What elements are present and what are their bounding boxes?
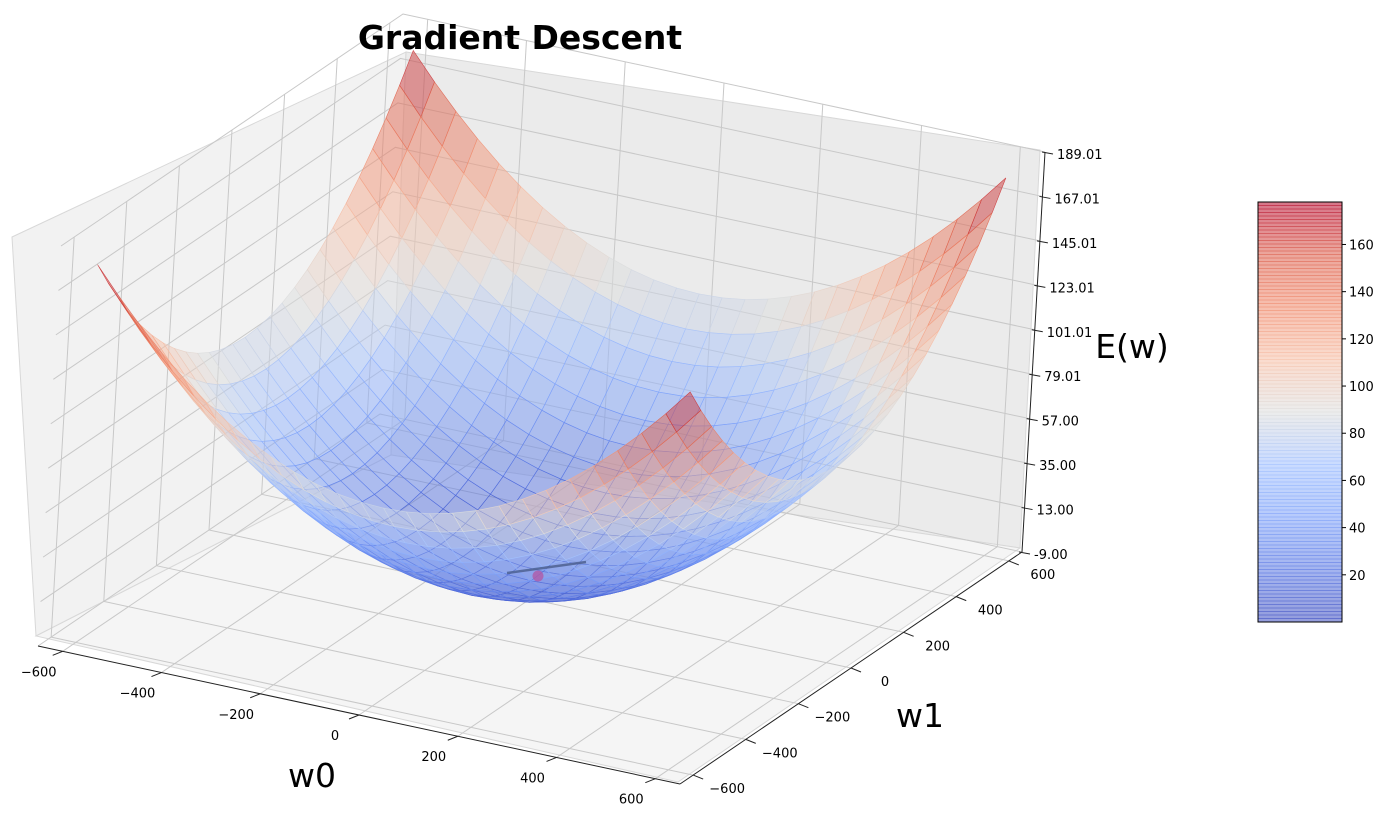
y-axis-ticks: −600 −400 −200 0 200 400 600 (692, 560, 1055, 797)
y-tick-label: 600 (1030, 568, 1055, 583)
z-tick-label: 123.01 (1049, 281, 1095, 296)
colorbar-tick-label: 100 (1349, 380, 1374, 395)
z-tick-mark (1026, 418, 1038, 422)
colorbar-tick-label: 120 (1349, 333, 1374, 348)
z-tick-label: 167.01 (1054, 192, 1100, 207)
y-tick-mark (692, 774, 704, 780)
z-tick-label: 13.00 (1037, 504, 1074, 519)
colorbar-tick-label: 160 (1349, 238, 1374, 253)
z-grid-line (58, 57, 1043, 291)
z-tick-label: 79.01 (1044, 370, 1081, 385)
z-tick-mark (1034, 284, 1046, 288)
chart-title: Gradient Descent (358, 18, 683, 57)
floor-grid-line-w0 (655, 546, 998, 780)
x-tick-label: 600 (619, 793, 644, 808)
descent-end-marker (532, 570, 544, 582)
colorbar-frame (1257, 201, 1343, 623)
x-tick-mark (52, 650, 63, 656)
x-tick-label: 0 (331, 729, 339, 744)
side-grid-line-w1 (208, 129, 233, 531)
x-tick-label: 200 (421, 750, 446, 765)
y-tick-mark (745, 738, 756, 744)
y-tick-label: 0 (881, 675, 889, 690)
colorbar-tick-label: 20 (1349, 569, 1366, 584)
colorbar-tick-label: 60 (1349, 474, 1366, 489)
error-surface (97, 49, 1007, 603)
y-tick-label: −400 (762, 746, 798, 761)
z-tick-label: 189.01 (1057, 148, 1103, 163)
z-tick-mark (1036, 240, 1048, 244)
back-grid-line-w0 (996, 146, 1021, 547)
floor-pane (34, 454, 1022, 783)
z-tick-mark (1021, 507, 1033, 511)
colorbar-tick-label: 40 (1349, 522, 1366, 537)
z-grid-line (60, 13, 1046, 247)
z-tick-mark (1031, 329, 1043, 333)
x-tick-mark (546, 756, 557, 762)
colorbar-ticks: 20 40 60 80 100 120 140 160 (1342, 238, 1374, 584)
colorbar-tick-label: 140 (1349, 286, 1374, 301)
descent-path (506, 560, 587, 582)
z-axis-ticks: -9.00 13.00 35.00 57.00 79.01 101.01 123.01 145… (1018, 148, 1103, 563)
x-axis-ticks: −600 −400 −200 0 200 400 600 (21, 650, 656, 808)
side-grid-line-w1 (103, 201, 128, 602)
x-tick-label: 400 (520, 771, 545, 786)
side-grid-line-w1 (50, 237, 75, 638)
x-tick-label: −600 (21, 665, 57, 680)
x-tick-mark (250, 693, 261, 699)
z-tick-label: 35.00 (1039, 459, 1076, 474)
z-tick-mark (1039, 195, 1051, 199)
x-axis-label: w0 (288, 756, 336, 795)
z-axis-label: E(w) (1095, 327, 1169, 366)
descent-path-line (506, 560, 587, 575)
y-tick-label: −200 (815, 711, 851, 726)
y-tick-label: 200 (925, 639, 950, 654)
z-axis-line (1021, 151, 1046, 553)
x-tick-mark (151, 672, 162, 678)
z-tick-mark (1041, 151, 1054, 155)
x-tick-mark (447, 735, 458, 741)
x-tick-label: −200 (218, 708, 254, 723)
y-tick-mark (798, 703, 809, 709)
z-tick-label: 145.01 (1052, 237, 1098, 252)
y-tick-mark (1008, 560, 1020, 566)
surface-cell (665, 391, 702, 433)
x-tick-label: −400 (120, 687, 156, 702)
y-axis-label: w1 (896, 696, 944, 735)
x-tick-mark (348, 714, 360, 720)
z-tick-mark (1018, 551, 1031, 555)
z-tick-label: -9.00 (1034, 548, 1068, 563)
y-tick-mark (956, 596, 967, 602)
colorbar-bands (1258, 201, 1342, 623)
floor-grid-line-w0 (457, 503, 801, 737)
y-tick-mark (850, 667, 862, 673)
y-tick-label: −600 (709, 782, 745, 797)
colorbar-tick-label: 80 (1349, 427, 1366, 442)
z-tick-mark (1029, 373, 1041, 377)
floor-grid-line-w0 (556, 525, 899, 758)
y-tick-mark (903, 631, 914, 637)
x-tick-mark (645, 778, 656, 784)
z-tick-label: 101.01 (1047, 326, 1093, 341)
colorbar: 20 40 60 80 100 120 140 160 (1257, 201, 1374, 623)
y-tick-label: 400 (978, 604, 1003, 619)
z-tick-label: 57.00 (1042, 415, 1079, 430)
z-tick-mark (1024, 462, 1036, 466)
